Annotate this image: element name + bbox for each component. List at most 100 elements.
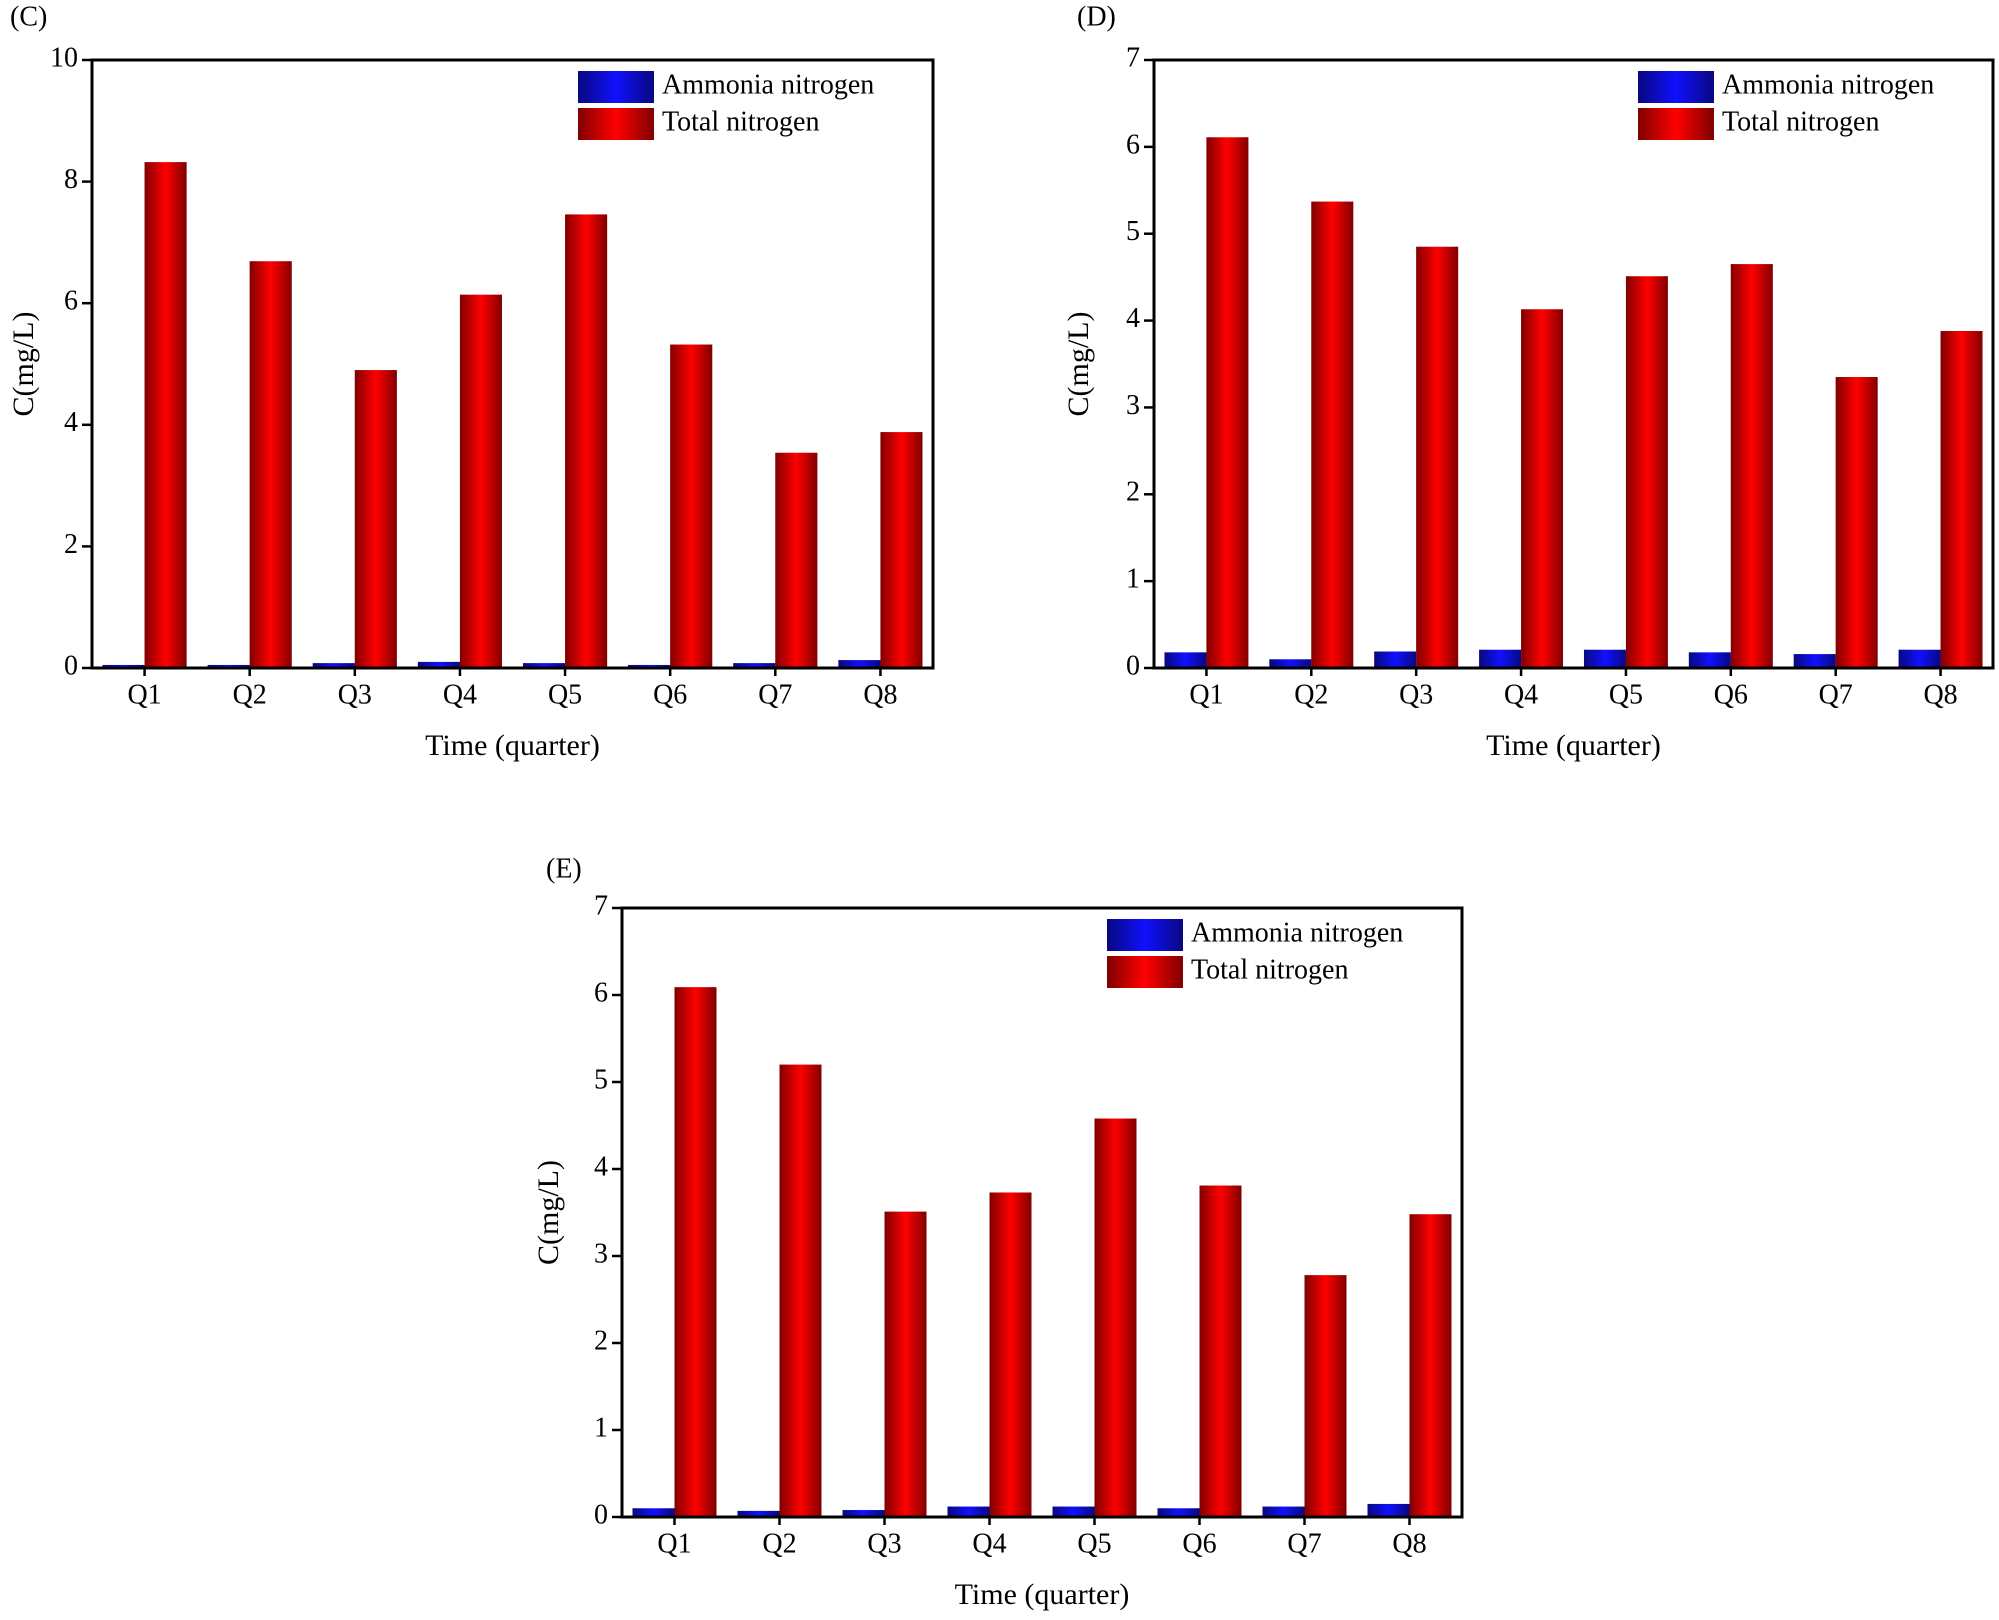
plot-frame xyxy=(620,906,1464,1519)
x-tick-label: Q6 xyxy=(1714,679,1748,710)
x-tick-label: Q5 xyxy=(1077,1528,1111,1559)
plot-frame xyxy=(90,58,935,670)
bar-shade xyxy=(884,1211,927,1517)
bar-shade xyxy=(838,660,881,668)
bar-shade xyxy=(737,1510,780,1517)
bar-shade xyxy=(1262,1506,1305,1517)
y-axis-title: C(mg/L) xyxy=(7,312,40,417)
legend-swatch-shade xyxy=(1638,108,1714,140)
bar-shade xyxy=(1311,201,1354,668)
bar-shade xyxy=(207,664,250,668)
bar-shade xyxy=(1730,264,1773,668)
chart: (C) 0 2 4 6 8 10 Q1 Q2 Q3 Q4 Q5 Q6 Q7 Q8 Time (quarter)… xyxy=(7,1,935,762)
bar-shade xyxy=(1521,309,1564,668)
legend-swatch-shade xyxy=(1107,956,1183,988)
bar-shade xyxy=(1409,1214,1452,1517)
bar-shade xyxy=(1416,246,1459,668)
bar-shade xyxy=(523,663,566,668)
bar-shade xyxy=(1094,1118,1137,1517)
y-tick-label: 6 xyxy=(64,286,78,317)
bar-shade xyxy=(628,664,671,668)
bar-shade xyxy=(880,432,923,668)
x-tick-label: Q4 xyxy=(972,1528,1006,1559)
y-tick-label: 2 xyxy=(1126,477,1140,508)
bar-shade xyxy=(842,1510,885,1517)
bar-shade xyxy=(674,987,717,1517)
bar-shade xyxy=(733,663,776,668)
bar-shade xyxy=(144,162,187,669)
y-tick-label: 1 xyxy=(1126,564,1140,595)
bar-shade xyxy=(1479,649,1522,668)
y-tick-label: 10 xyxy=(50,42,78,73)
y-tick-label: 3 xyxy=(1126,390,1140,421)
legend-swatch-shade xyxy=(1638,71,1714,103)
x-tick-label: Q2 xyxy=(1294,679,1328,710)
x-tick-label: Q5 xyxy=(1609,679,1643,710)
bar-shade xyxy=(1625,276,1668,668)
x-tick-label: Q3 xyxy=(867,1528,901,1559)
bar-shade xyxy=(249,261,292,668)
x-tick-label: Q7 xyxy=(1287,1528,1321,1559)
bar-shade xyxy=(1052,1506,1095,1517)
x-tick-label: Q2 xyxy=(762,1528,796,1559)
legend-swatch-shade xyxy=(578,108,654,140)
bar-shade xyxy=(1940,330,1983,668)
bar-shade xyxy=(1367,1503,1410,1517)
bar-shade xyxy=(779,1064,822,1517)
legend-swatch-shade xyxy=(578,71,654,103)
plot-frame xyxy=(1152,58,1995,670)
legend-label: Total nitrogen xyxy=(662,106,819,137)
bar-shade xyxy=(1199,1185,1242,1517)
y-tick-label: 7 xyxy=(594,890,608,921)
bar-shade xyxy=(102,664,145,668)
bar-shade xyxy=(1164,652,1207,668)
x-tick-label: Q3 xyxy=(338,679,372,710)
y-tick-label: 5 xyxy=(594,1064,608,1095)
y-tick-label: 3 xyxy=(594,1238,608,1269)
y-tick-label: 5 xyxy=(1126,216,1140,247)
bar-shade xyxy=(1157,1508,1200,1517)
panel-label: (C) xyxy=(10,1,47,32)
bar-shade xyxy=(354,370,397,668)
x-tick-label: Q5 xyxy=(548,679,582,710)
x-tick-label: Q7 xyxy=(1819,679,1853,710)
bar-shade xyxy=(632,1508,675,1517)
bar-shade xyxy=(417,661,460,668)
bar-shade xyxy=(775,452,818,668)
x-tick-label: Q8 xyxy=(863,679,897,710)
y-tick-label: 4 xyxy=(64,407,78,438)
panel-label: (D) xyxy=(1077,1,1116,32)
y-tick-label: 4 xyxy=(1126,303,1140,334)
legend-label: Ammonia nitrogen xyxy=(1722,69,1934,100)
panel-label: (E) xyxy=(546,853,582,884)
y-tick-label: 0 xyxy=(1126,650,1140,681)
y-tick-label: 2 xyxy=(594,1325,608,1356)
y-tick-label: 2 xyxy=(64,529,78,560)
x-tick-label: Q1 xyxy=(1189,679,1223,710)
bar-shade xyxy=(1898,649,1941,668)
bar-shade xyxy=(1304,1275,1347,1517)
legend-label: Ammonia nitrogen xyxy=(1191,917,1403,948)
y-axis-title: C(mg/L) xyxy=(1062,312,1095,417)
legend-label: Total nitrogen xyxy=(1722,106,1879,137)
x-tick-label: Q2 xyxy=(233,679,267,710)
x-tick-label: Q1 xyxy=(657,1528,691,1559)
bar-shade xyxy=(1206,137,1249,668)
legend-swatch-shade xyxy=(1107,919,1183,951)
x-tick-label: Q4 xyxy=(443,679,477,710)
bar-shade xyxy=(1688,652,1731,668)
legend-label: Ammonia nitrogen xyxy=(662,69,874,100)
x-axis-title: Time (quarter) xyxy=(1486,729,1661,762)
bar-shade xyxy=(1583,649,1626,668)
bar-shade xyxy=(670,344,713,668)
x-tick-label: Q6 xyxy=(653,679,687,710)
legend-label: Total nitrogen xyxy=(1191,954,1348,985)
bar-shade xyxy=(1374,651,1417,668)
y-tick-label: 8 xyxy=(64,164,78,195)
bar-shade xyxy=(312,663,355,668)
x-tick-label: Q8 xyxy=(1923,679,1957,710)
x-axis-title: Time (quarter) xyxy=(425,729,600,762)
bar-shade xyxy=(989,1192,1032,1517)
x-tick-label: Q8 xyxy=(1392,1528,1426,1559)
